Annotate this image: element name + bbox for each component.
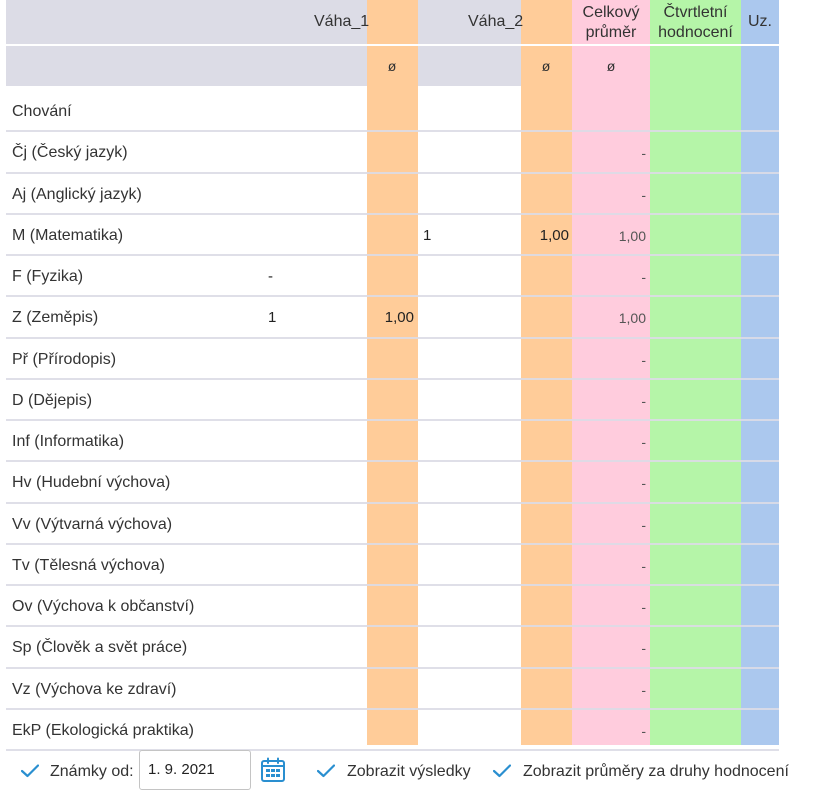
- header-vaha2: Váha_2: [468, 13, 524, 30]
- row-separator: [6, 460, 779, 463]
- table-row[interactable]: [6, 255, 779, 296]
- header-total-average-line2: průměr: [585, 24, 637, 41]
- subject-name: Čj (Český jazyk): [12, 144, 128, 162]
- total-average: -: [641, 516, 646, 533]
- row-separator: [6, 666, 779, 669]
- vaha1-grade: 1: [268, 309, 277, 327]
- row-separator: [6, 212, 779, 215]
- show-results-label[interactable]: Zobrazit výsledky: [347, 763, 471, 780]
- row-separator: [6, 749, 779, 751]
- vaha2-average-symbol: ø: [541, 58, 551, 74]
- subject-name: Inf (Informatika): [12, 433, 125, 450]
- subject-name: EkP (Ekologická praktika): [12, 721, 194, 739]
- subject-name: M (Matematika): [12, 226, 124, 244]
- total-average: -: [641, 557, 646, 574]
- subject-name: Aj (Anglický jazyk): [12, 185, 142, 203]
- table-row[interactable]: [6, 338, 779, 379]
- check-icon[interactable]: [21, 764, 39, 778]
- row-separator: [6, 419, 779, 421]
- subject-name: Vv (Výtvarná výchova): [12, 515, 173, 533]
- subject-name: Z (Zeměpis): [12, 309, 99, 327]
- subject-name: Ov (Výchova k občanství): [12, 598, 195, 615]
- total-average: -: [641, 392, 646, 409]
- calendar-icon[interactable]: [260, 757, 286, 783]
- total-average: -: [641, 434, 646, 450]
- total-average: -: [641, 186, 646, 203]
- header-quarterly-line1: Čtvrtletní: [663, 4, 728, 21]
- total-average-column: [572, 0, 650, 745]
- row-separator: [6, 336, 779, 339]
- vaha1-average-symbol: ø: [387, 58, 397, 74]
- row-separator: [6, 501, 779, 504]
- show-averages-label[interactable]: Zobrazit průměry za druhy hodnocení: [523, 763, 789, 780]
- subject-name: Sp (Člověk a svět práce): [12, 639, 188, 657]
- uz-column: [741, 0, 779, 745]
- vaha1-average-column: [367, 0, 418, 745]
- header-separator: [6, 44, 779, 46]
- subject-name: Hv (Hudební výchova): [12, 474, 171, 492]
- quarterly-evaluation-column: [650, 0, 741, 745]
- vaha2-average-column: [521, 0, 572, 745]
- total-average: -: [641, 475, 646, 492]
- subject-name: Chování: [12, 103, 72, 120]
- vaha1-average: 1,00: [384, 309, 414, 327]
- total-average: 1,00: [618, 310, 646, 327]
- row-separator: [6, 130, 779, 133]
- check-icon[interactable]: [493, 764, 511, 778]
- row-separator: [6, 707, 779, 710]
- vaha2-average: 1,00: [539, 226, 569, 244]
- header-quarterly: Čtvrtletní hodnocení: [650, 3, 741, 43]
- row-separator: [6, 584, 779, 586]
- subject-name: Př (Přírodopis): [12, 350, 117, 368]
- header-uz: Uz.: [748, 13, 772, 30]
- total-average-symbol: ø: [606, 58, 616, 74]
- row-separator: [6, 295, 779, 298]
- header-quarterly-line2: hodnocení: [658, 24, 733, 41]
- table-row[interactable]: [6, 379, 779, 420]
- check-icon[interactable]: [317, 764, 335, 778]
- row-separator: [6, 542, 779, 545]
- vaha2-grade: 1: [423, 226, 432, 244]
- header-total-average: Celkový průměr: [572, 3, 650, 43]
- total-average: -: [641, 599, 646, 615]
- marks-from-date-input[interactable]: 1. 9. 2021: [139, 750, 251, 790]
- header-vaha1: Váha_1: [314, 13, 370, 30]
- table-row[interactable]: [6, 90, 779, 131]
- total-average: -: [641, 351, 646, 368]
- header-total-average-line1: Celkový: [582, 4, 640, 21]
- total-average: -: [641, 145, 646, 162]
- row-separator: [6, 625, 779, 628]
- total-average: -: [641, 269, 646, 285]
- marks-from-label: Známky od:: [50, 763, 134, 780]
- row-separator: [6, 171, 779, 174]
- total-average: 1,00: [618, 227, 646, 244]
- row-separator: [6, 254, 779, 256]
- row-separator: [6, 377, 779, 380]
- total-average: -: [641, 640, 646, 657]
- subject-name: Tv (Tělesná výchova): [12, 556, 165, 574]
- subject-name: D (Dějepis): [12, 391, 93, 409]
- vaha1-grade: -: [268, 268, 273, 285]
- total-average: -: [641, 722, 646, 739]
- total-average: -: [641, 681, 646, 698]
- subject-name: Vz (Výchova ke zdraví): [12, 680, 177, 698]
- subject-name: F (Fyzika): [12, 268, 84, 285]
